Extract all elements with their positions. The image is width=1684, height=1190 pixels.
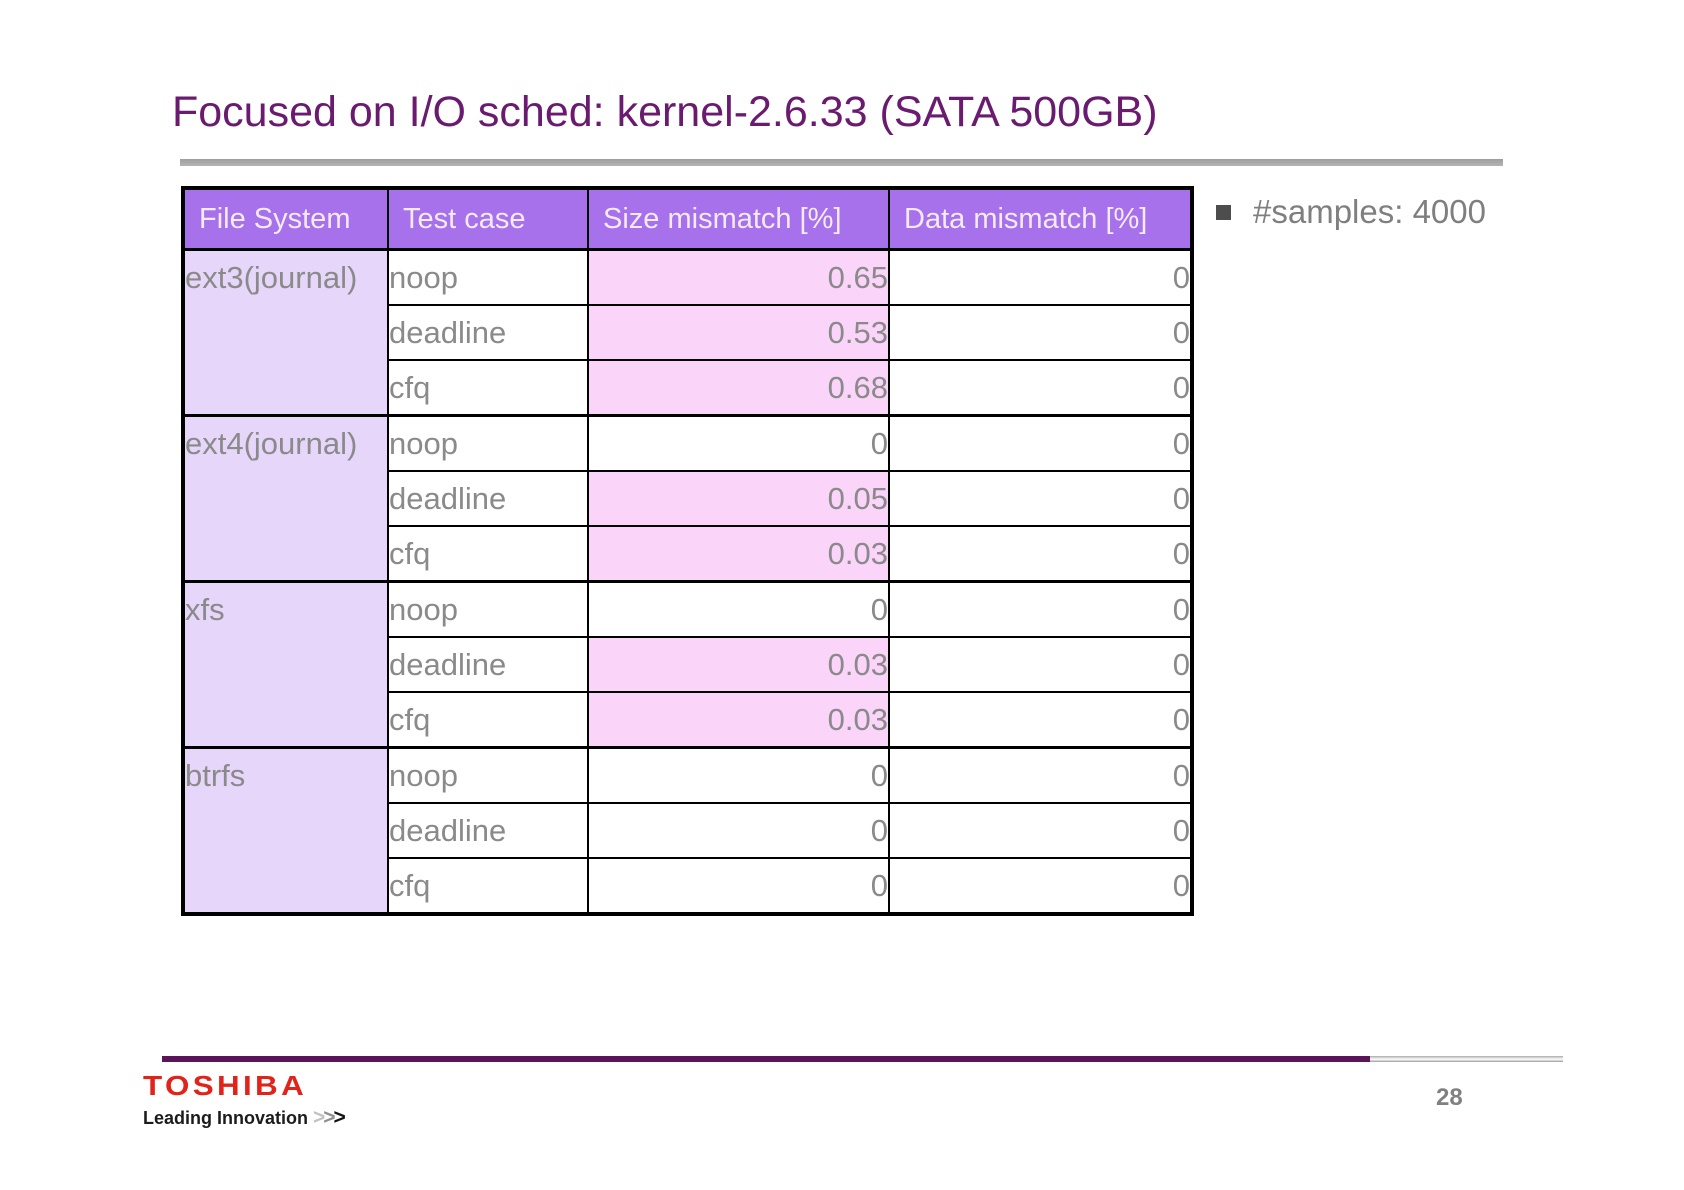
size-mismatch-cell: 0.03 [587, 636, 890, 693]
chevron-icon: > [313, 1106, 325, 1129]
testcase-cell: noop [387, 580, 589, 638]
testcase-cell: cfq [387, 857, 589, 915]
data-mismatch-cell: 0 [888, 636, 1193, 693]
footer-accent-line-light [1370, 1056, 1563, 1062]
table-row: cfq 0 0 [183, 857, 1193, 915]
samples-label: #samples: 4000 [1253, 193, 1486, 230]
size-mismatch-cell: 0 [587, 414, 890, 472]
size-mismatch-cell: 0 [587, 580, 890, 638]
size-mismatch-cell: 0.68 [587, 359, 890, 417]
testcase-cell: noop [387, 746, 589, 804]
data-mismatch-cell: 0 [888, 414, 1193, 472]
data-mismatch-cell: 0 [888, 580, 1193, 638]
size-mismatch-cell: 0.03 [587, 691, 890, 749]
size-mismatch-cell: 0 [587, 857, 890, 915]
samples-note: #samples: 4000 [1216, 193, 1486, 231]
col-header-data-mismatch: Data mismatch [%] [888, 187, 1193, 251]
table-row: ext4(journal) noop 0 0 [182, 414, 1193, 583]
chevron-icon: > [333, 1106, 346, 1129]
square-bullet-icon [1216, 204, 1231, 220]
filesystem-cell-ext4-journal: ext4(journal) [182, 414, 389, 583]
logo-tagline-text: Leading Innovation [143, 1108, 308, 1128]
testcase-cell: noop [387, 414, 589, 472]
data-mismatch-cell: 0 [888, 691, 1193, 749]
page-number: 28 [1436, 1084, 1463, 1111]
col-header-file-system: File System [182, 187, 389, 251]
footer-accent-line [162, 1056, 1370, 1062]
size-mismatch-cell: 0 [587, 746, 890, 804]
table-row: cfq 0.68 0 [183, 359, 1193, 417]
logo-tagline: Leading Innovation >>> [143, 1106, 346, 1130]
table-row: ext3(journal) noop 0.65 0 [182, 248, 1193, 417]
filesystem-cell-btrfs: btrfs [182, 746, 389, 915]
size-mismatch-cell: 0.65 [587, 248, 890, 306]
testcase-cell: cfq [387, 691, 589, 749]
table-row: deadline 0.53 0 [183, 304, 1193, 361]
toshiba-logo: TOSHIBA Leading Innovation >>> [143, 1070, 346, 1130]
chevrons-icon: >>> [313, 1106, 346, 1129]
table-row: deadline 0 0 [183, 802, 1193, 859]
slide-title: Focused on I/O sched: kernel-2.6.33 (SAT… [172, 88, 1158, 136]
testcase-cell: deadline [387, 470, 589, 527]
testcase-cell: cfq [387, 359, 589, 417]
data-mismatch-cell: 0 [888, 359, 1193, 417]
table-row: cfq 0.03 0 [183, 525, 1193, 583]
testcase-cell: deadline [387, 802, 589, 859]
table-row: cfq 0.03 0 [183, 691, 1193, 749]
col-header-size-mismatch: Size mismatch [%] [587, 187, 890, 251]
table-row: deadline 0.03 0 [183, 636, 1193, 693]
table-row: btrfs noop 0 0 [182, 746, 1193, 915]
data-mismatch-cell: 0 [888, 304, 1193, 361]
table-header-row: File System Test case Size mismatch [%] Dat… [182, 187, 1193, 251]
filesystem-cell-ext3-journal: ext3(journal) [182, 248, 389, 417]
size-mismatch-cell: 0 [587, 802, 890, 859]
testcase-cell: noop [387, 248, 589, 306]
table-row: xfs noop 0 0 [182, 580, 1193, 749]
data-mismatch-cell: 0 [888, 746, 1193, 804]
testcase-cell: deadline [387, 304, 589, 361]
title-underline-rule [180, 159, 1503, 166]
col-header-test-case: Test case [387, 187, 589, 251]
data-mismatch-cell: 0 [888, 470, 1193, 527]
testcase-cell: cfq [387, 525, 589, 583]
size-mismatch-cell: 0.03 [587, 525, 890, 583]
chevron-icon: > [323, 1106, 335, 1129]
table-row: deadline 0.05 0 [183, 470, 1193, 527]
data-mismatch-cell: 0 [888, 857, 1193, 915]
data-mismatch-cell: 0 [888, 248, 1193, 306]
toshiba-logo-text: TOSHIBA [143, 1070, 308, 1101]
size-mismatch-cell: 0.53 [587, 304, 890, 361]
testcase-cell: deadline [387, 636, 589, 693]
data-mismatch-cell: 0 [888, 802, 1193, 859]
results-table: File System Test case Size mismatch [%] Dat… [181, 186, 1194, 916]
data-mismatch-cell: 0 [888, 525, 1193, 583]
filesystem-cell-xfs: xfs [182, 580, 389, 749]
size-mismatch-cell: 0.05 [587, 470, 890, 527]
